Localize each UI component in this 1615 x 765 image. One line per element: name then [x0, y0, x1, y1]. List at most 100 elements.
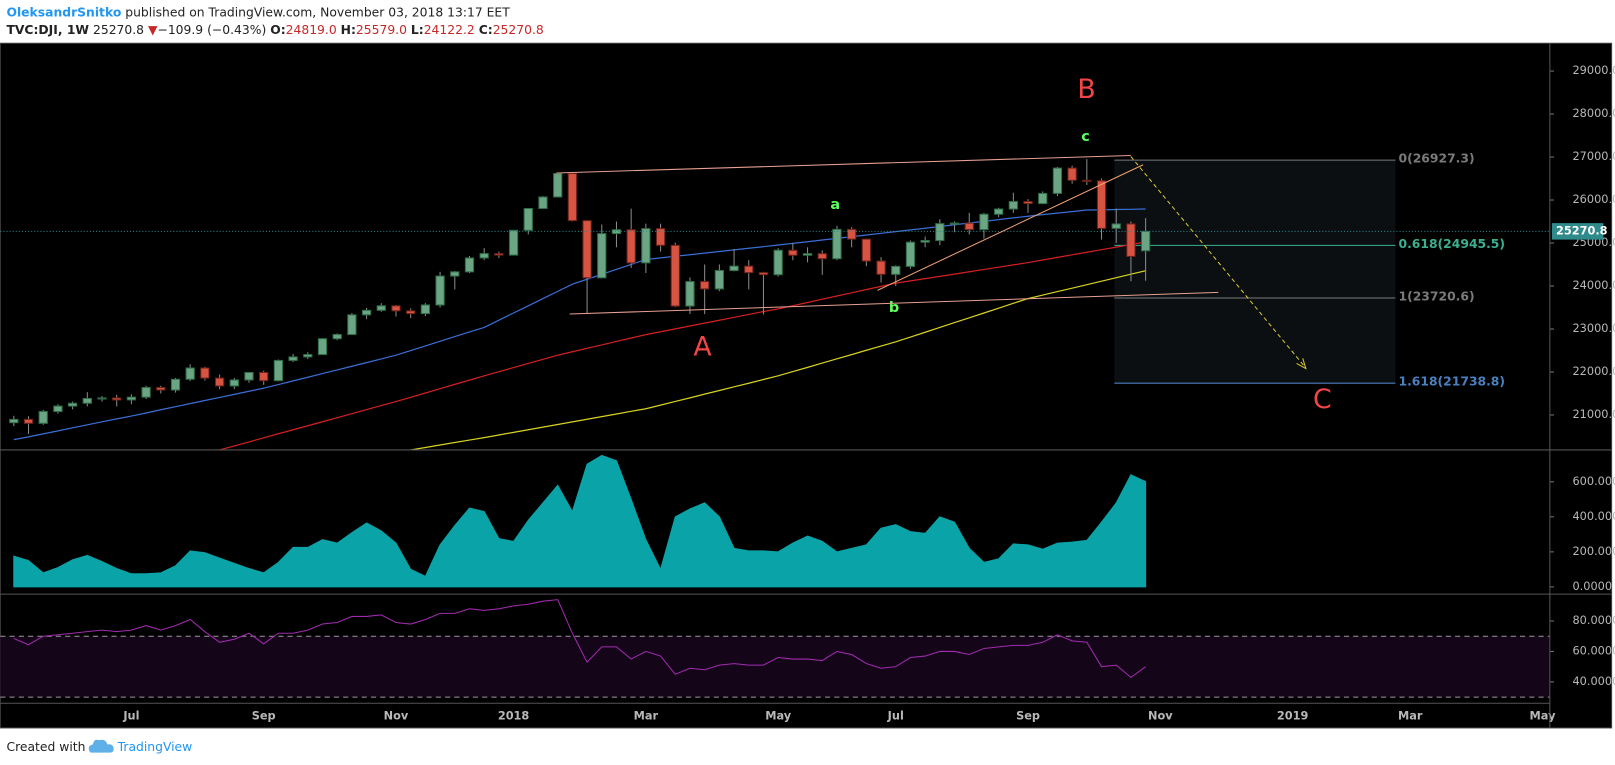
- open: 24819.0: [286, 22, 337, 36]
- candle-body: [714, 269, 724, 290]
- x-tick-label: Jul: [122, 709, 139, 723]
- y-tick-label: 24000.0: [1573, 278, 1615, 292]
- candle-body: [611, 229, 622, 235]
- candle-body: [670, 244, 680, 307]
- y-tick-label: 40.0000: [1573, 674, 1615, 688]
- candle-body: [773, 249, 783, 276]
- symbol: TVC:DJI, 1W: [6, 22, 89, 36]
- candle-body: [802, 253, 813, 256]
- candle-body: [170, 378, 181, 391]
- candle-body: [141, 387, 151, 398]
- x-tick-label: Sep: [1016, 709, 1040, 723]
- last-price-box: [1551, 223, 1604, 240]
- candle-body: [303, 354, 313, 358]
- annotation: A: [693, 332, 712, 363]
- candle-body: [1038, 192, 1048, 205]
- moving-average: [219, 241, 1146, 451]
- y-tick-label: 27000.0: [1573, 149, 1615, 163]
- candle-body: [9, 418, 19, 424]
- candle-body: [156, 387, 166, 391]
- fib-zone: [1114, 160, 1396, 384]
- candle-body: [553, 173, 563, 198]
- fib-label: 0.618(24945.5): [1398, 237, 1505, 251]
- candle-body: [1111, 223, 1121, 229]
- x-tick-label: Nov: [384, 709, 409, 723]
- candle-body: [450, 271, 460, 277]
- fib-label: 0(26927.3): [1398, 152, 1474, 166]
- candle-body: [1008, 201, 1018, 210]
- candle-body: [891, 265, 901, 275]
- candle-body: [758, 272, 769, 276]
- candle-body: [832, 228, 842, 260]
- y-tick-label: 60.0000: [1573, 643, 1615, 657]
- candle-body: [1126, 223, 1136, 257]
- candle-body: [979, 213, 989, 231]
- volume-area: [13, 454, 1147, 588]
- high-label: H:: [341, 22, 356, 36]
- candle-body: [376, 305, 386, 311]
- x-tick-label: Mar: [1398, 709, 1423, 723]
- annotation: C: [1313, 384, 1332, 415]
- header-line: OleksandrSnitko published on TradingView…: [6, 5, 510, 19]
- candle-body: [464, 257, 475, 273]
- candle-body: [1082, 179, 1092, 182]
- candle-body: [523, 207, 533, 231]
- candle-body: [655, 228, 666, 246]
- candle-body: [1096, 180, 1107, 229]
- annotation: a: [830, 197, 840, 213]
- x-tick-label: Mar: [634, 709, 659, 723]
- low: 24122.2: [424, 22, 475, 36]
- candle-body: [876, 260, 886, 275]
- y-tick-label: 21000.0: [1573, 407, 1615, 421]
- last-price-label: 25270.8: [1556, 223, 1608, 237]
- annotation: B: [1077, 74, 1095, 105]
- candle-body: [788, 249, 798, 256]
- tradingview-logo[interactable]: [88, 739, 114, 753]
- candle-body: [494, 253, 504, 256]
- candle-body: [435, 275, 445, 306]
- change: −109.9 (−0.43%): [157, 22, 266, 36]
- author[interactable]: OleksandrSnitko: [6, 5, 121, 19]
- candle-body: [1140, 230, 1151, 252]
- candle-body: [847, 228, 857, 240]
- candle-body: [23, 418, 34, 424]
- candle-body: [1052, 167, 1063, 194]
- published: published on TradingView.com, November 0…: [125, 5, 510, 19]
- candle-body: [273, 359, 284, 382]
- open-label: O:: [270, 22, 285, 36]
- candle-body: [288, 356, 298, 361]
- candle-body: [200, 367, 210, 379]
- candle-body: [700, 281, 710, 290]
- y-tick-label: 80.0000: [1573, 613, 1615, 627]
- candle-body: [905, 241, 916, 267]
- close: 25270.8: [493, 22, 544, 36]
- projection-arrow: [1130, 156, 1305, 366]
- rsi-line: [13, 599, 1146, 679]
- footer-brand[interactable]: TradingView: [117, 740, 193, 754]
- candle-body: [729, 265, 739, 272]
- candle-body: [935, 223, 945, 242]
- candle-body: [185, 367, 195, 380]
- x-tick-label: 2019: [1277, 709, 1309, 723]
- candle-body: [53, 405, 63, 413]
- x-tick-label: May: [1530, 709, 1557, 723]
- y-tick-label: 600.000: [1573, 474, 1615, 488]
- y-tick-label: 28000.0: [1573, 106, 1615, 120]
- candle-body: [1023, 201, 1033, 205]
- y-tick-label: 29000.0: [1573, 63, 1615, 77]
- annotation: b: [889, 300, 899, 316]
- candle-body: [1067, 167, 1077, 181]
- candle-body: [685, 281, 695, 307]
- candle-body: [641, 228, 651, 264]
- candle-body: [229, 379, 239, 387]
- channel-bottom: [569, 291, 1219, 315]
- y-tick-label: 400.000: [1573, 509, 1615, 523]
- footer-created: Created with: [6, 740, 85, 754]
- candle-body: [744, 265, 754, 274]
- plot-area: 21000.022000.023000.024000.025000.026000…: [0, 63, 1615, 723]
- candle-body: [38, 410, 48, 424]
- candle-body: [347, 314, 357, 336]
- high: 25579.0: [356, 22, 407, 36]
